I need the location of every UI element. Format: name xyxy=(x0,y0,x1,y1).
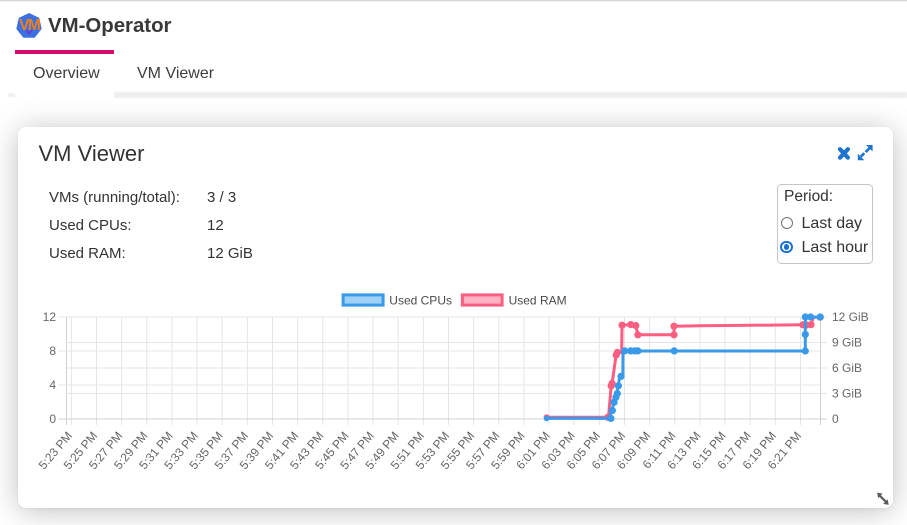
svg-text:6 GiB: 6 GiB xyxy=(832,361,862,375)
svg-text:3 GiB: 3 GiB xyxy=(832,387,862,401)
svg-text:Used CPUs: Used CPUs xyxy=(389,293,452,307)
svg-text:4: 4 xyxy=(49,378,56,392)
svg-text:Used RAM: Used RAM xyxy=(509,293,567,307)
svg-text:0: 0 xyxy=(49,412,56,426)
svg-text:9 GiB: 9 GiB xyxy=(832,336,862,350)
svg-text:VM: VM xyxy=(19,17,40,34)
svg-text:12: 12 xyxy=(43,310,57,324)
svg-text:12 GiB: 12 GiB xyxy=(832,310,869,324)
svg-text:0: 0 xyxy=(832,412,839,426)
svg-text:8: 8 xyxy=(49,344,56,358)
